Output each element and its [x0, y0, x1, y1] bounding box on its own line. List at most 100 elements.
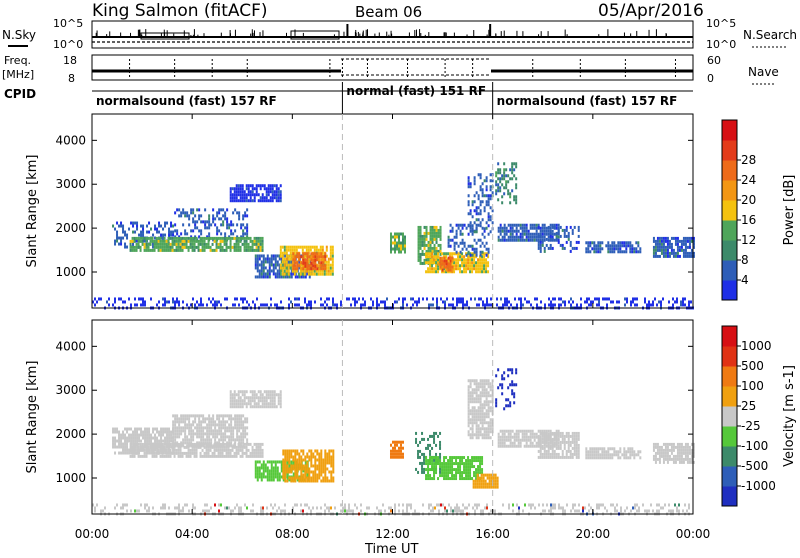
range-cell — [256, 449, 258, 452]
range-cell — [334, 303, 336, 306]
range-cell — [524, 224, 526, 227]
range-cell — [254, 393, 256, 396]
range-cell — [310, 470, 312, 473]
range-cell — [503, 377, 505, 380]
range-cell — [459, 264, 461, 267]
range-cell — [174, 303, 176, 306]
range-cell — [450, 260, 452, 263]
scatter-patch — [585, 241, 641, 253]
range-cell — [510, 303, 512, 306]
range-cell — [208, 429, 210, 432]
range-cell — [210, 420, 212, 423]
range-cell — [532, 233, 534, 236]
range-cell — [263, 469, 265, 472]
range-cell — [500, 227, 502, 230]
range-cell — [230, 393, 232, 396]
range-cell — [252, 199, 254, 202]
range-cell — [478, 224, 480, 227]
range-cell — [274, 193, 276, 196]
range-cell — [208, 214, 210, 217]
range-cell — [285, 275, 287, 278]
range-cell — [292, 252, 294, 255]
range-cell — [667, 243, 669, 246]
range-cell — [184, 432, 186, 435]
range-cell — [255, 266, 257, 269]
range-cell — [474, 221, 476, 224]
range-cell — [259, 269, 261, 272]
range-cell — [261, 269, 263, 272]
range-cell — [242, 393, 244, 396]
range-cell — [252, 300, 254, 303]
range-cell — [200, 420, 202, 423]
range-cell — [472, 424, 474, 427]
range-cell — [246, 452, 248, 455]
range-cell — [269, 257, 271, 260]
scatter-patch — [495, 368, 517, 410]
range-cell — [170, 434, 172, 437]
range-cell — [272, 187, 274, 190]
range-cell — [598, 303, 600, 306]
range-cell — [244, 240, 246, 243]
range-cell — [214, 446, 216, 449]
range-cell — [224, 297, 226, 300]
range-cell — [265, 463, 267, 466]
range-cell — [437, 456, 439, 459]
range-cell — [238, 399, 240, 402]
range-cell — [162, 246, 164, 249]
range-cell — [459, 459, 461, 462]
range-cell — [472, 224, 474, 227]
range-cell — [430, 241, 432, 244]
range-cell — [144, 446, 146, 449]
range-cell — [259, 257, 261, 260]
range-cell — [246, 405, 248, 408]
range-cell — [477, 267, 479, 270]
range-cell — [398, 441, 400, 444]
range-cell — [192, 240, 194, 243]
range-cell — [496, 297, 498, 300]
range-cell — [548, 226, 550, 229]
range-cell — [158, 446, 160, 449]
range-cell — [432, 235, 434, 238]
range-cell — [174, 249, 176, 252]
range-cell — [599, 244, 601, 247]
range-cell — [560, 297, 562, 300]
range-cell — [511, 368, 513, 371]
range-cell — [386, 297, 388, 300]
range-cell — [204, 420, 206, 423]
range-cell — [266, 190, 268, 193]
range-cell — [467, 267, 469, 270]
range-cell — [226, 243, 228, 246]
range-cell — [126, 452, 128, 455]
range-cell — [230, 243, 232, 246]
range-cell — [206, 417, 208, 420]
range-cell — [310, 452, 312, 455]
range-cell — [447, 471, 449, 474]
range-cell — [140, 434, 142, 437]
range-cell — [437, 435, 439, 438]
range-cell — [250, 405, 252, 408]
range-cell — [382, 300, 384, 303]
range-cell — [208, 240, 210, 243]
range-cell — [182, 438, 184, 441]
range-cell — [286, 270, 288, 273]
range-cell — [456, 300, 458, 303]
range-cell — [418, 297, 420, 300]
range-cell — [292, 264, 294, 267]
range-cell — [258, 405, 260, 408]
range-cell — [176, 417, 178, 420]
range-cell — [434, 232, 436, 235]
range-cell — [629, 247, 631, 250]
range-cell — [216, 423, 218, 426]
range-cell — [461, 462, 463, 465]
range-cell — [516, 445, 518, 448]
range-cell — [242, 190, 244, 193]
range-cell — [488, 385, 490, 388]
range-cell — [230, 199, 232, 202]
range-cell — [546, 227, 548, 230]
range-cell — [316, 473, 318, 476]
range-cell — [190, 237, 192, 240]
range-cell — [188, 449, 190, 452]
range-cell — [687, 255, 689, 258]
range-cell — [276, 190, 278, 193]
station-title: King Salmon (fitACF) — [92, 1, 268, 21]
